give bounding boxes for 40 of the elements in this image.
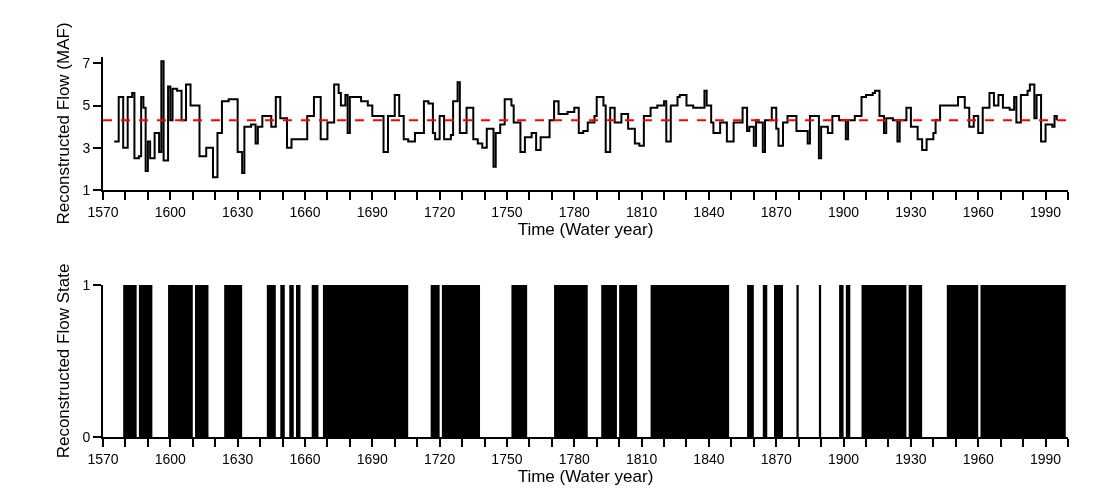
x-tick-label: 1720 bbox=[424, 203, 456, 220]
x-tick-label: 1870 bbox=[760, 203, 793, 220]
x-tick-label: 1810 bbox=[626, 203, 658, 220]
x-tick-label: 1930 bbox=[895, 203, 927, 220]
x-tick-label: 1930 bbox=[895, 450, 927, 467]
x-tick-label: 1750 bbox=[491, 203, 523, 220]
x-tick-label: 1960 bbox=[962, 203, 995, 220]
y-tick-label: 1 bbox=[82, 181, 91, 198]
x-tick-label: 1900 bbox=[828, 203, 860, 220]
x-tick-label: 1870 bbox=[760, 450, 793, 467]
x-tick-label: 1660 bbox=[289, 450, 321, 467]
x-tick-label: 1900 bbox=[828, 450, 860, 467]
x-tick-label: 1990 bbox=[1029, 203, 1062, 220]
x-tick-label: 1690 bbox=[356, 203, 389, 220]
x-tick-label: 1960 bbox=[962, 450, 995, 467]
x-tick-label: 1600 bbox=[154, 203, 187, 220]
x-axis-title: Time (Water year) bbox=[517, 219, 654, 239]
x-tick-label: 1720 bbox=[424, 450, 456, 467]
y-axis-title: Reconstructed Flow (MAF) bbox=[54, 22, 74, 225]
x-tick-label: 1630 bbox=[222, 450, 254, 467]
y-tick-label: 5 bbox=[82, 97, 91, 114]
x-axis-title: Time (Water year) bbox=[517, 466, 654, 486]
x-tick-label: 1990 bbox=[1029, 450, 1062, 467]
x-tick-label: 1840 bbox=[693, 203, 725, 220]
y-tick-label: 7 bbox=[82, 55, 91, 72]
x-tick-label: 1570 bbox=[87, 203, 119, 220]
x-tick-label: 1750 bbox=[491, 450, 523, 467]
y-axis-title: Reconstructed Flow State bbox=[54, 263, 74, 459]
x-tick-label: 1840 bbox=[693, 450, 725, 467]
x-tick-label: 1600 bbox=[154, 450, 187, 467]
x-tick-label: 1690 bbox=[356, 450, 389, 467]
x-tick-label: 1660 bbox=[289, 203, 321, 220]
y-tick-label: 0 bbox=[82, 428, 91, 445]
x-tick-label: 1630 bbox=[222, 203, 254, 220]
x-tick-label: 1570 bbox=[87, 450, 119, 467]
y-tick-label: 3 bbox=[82, 139, 91, 156]
x-tick-label: 1810 bbox=[626, 450, 658, 467]
y-tick-label: 1 bbox=[82, 276, 91, 293]
x-tick-label: 1780 bbox=[558, 450, 591, 467]
x-tick-label: 1780 bbox=[558, 203, 591, 220]
